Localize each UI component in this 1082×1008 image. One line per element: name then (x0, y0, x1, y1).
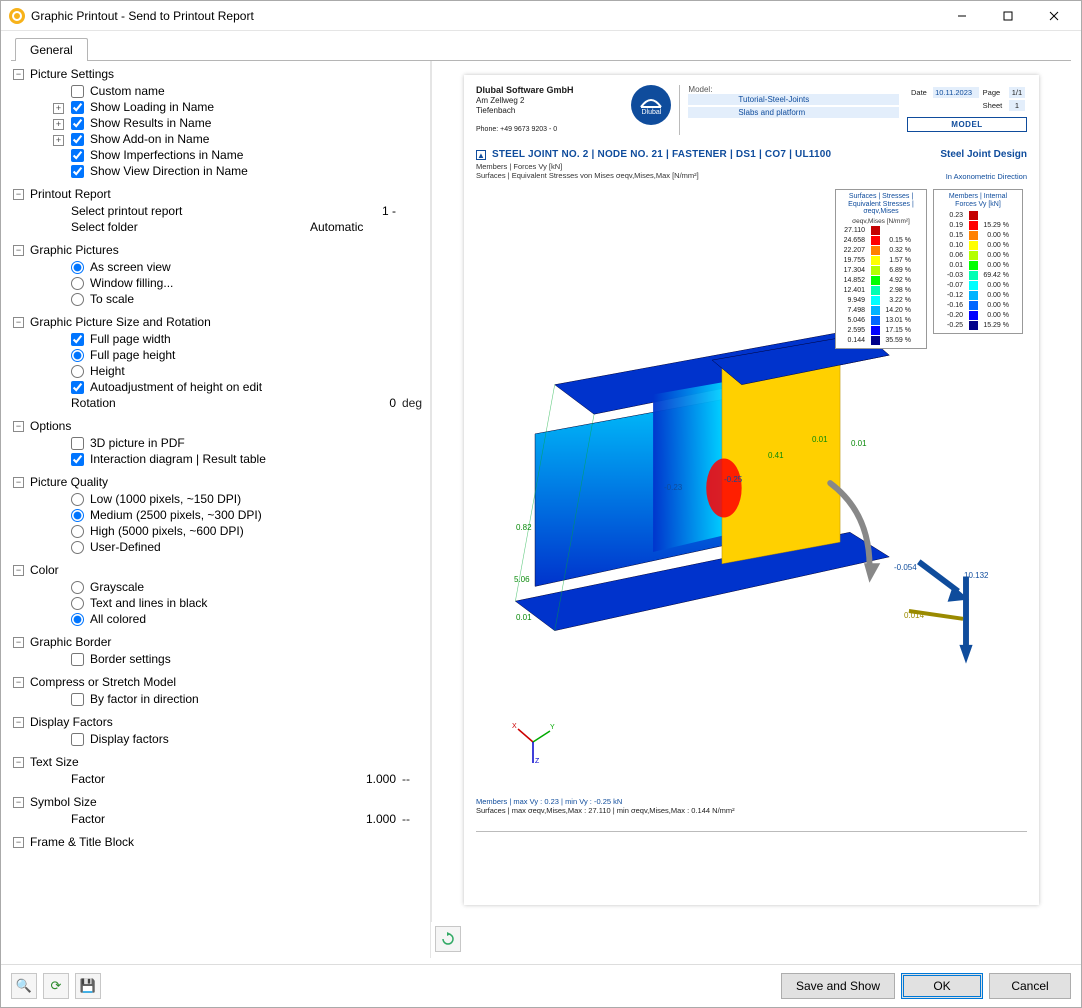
cb-custom-name[interactable] (71, 85, 84, 98)
expander-icon[interactable]: − (13, 189, 24, 200)
section-graphic-pictures: Graphic Pictures (30, 243, 119, 257)
figure: Surfaces | Stresses | Equivalent Stresse… (476, 183, 1027, 793)
rb-medium[interactable] (71, 509, 84, 522)
rb-all-colored[interactable] (71, 613, 84, 626)
expander-icon[interactable]: − (13, 317, 24, 328)
cb-auto-adjust[interactable] (71, 381, 84, 394)
run-button[interactable]: ⟳ (43, 973, 69, 999)
cb-show-view-direction[interactable] (71, 165, 84, 178)
cb-interaction[interactable] (71, 453, 84, 466)
expand-icon[interactable]: + (53, 103, 64, 114)
rb-user[interactable] (71, 541, 84, 554)
tab-general[interactable]: General (15, 38, 88, 61)
company-logo-icon: Dlubal (631, 85, 671, 125)
section-text-size: Text Size (30, 755, 79, 769)
rb-as-screen[interactable] (71, 261, 84, 274)
expander-icon[interactable]: − (13, 477, 24, 488)
rb-to-scale[interactable] (71, 293, 84, 306)
expand-icon[interactable]: + (53, 135, 64, 146)
cb-show-imperfections[interactable] (71, 149, 84, 162)
svg-text:X: X (512, 723, 517, 730)
section-symbol-size: Symbol Size (30, 795, 97, 809)
ok-button[interactable]: OK (901, 973, 983, 999)
refresh-button[interactable] (435, 926, 461, 952)
window-title: Graphic Printout - Send to Printout Repo… (31, 9, 939, 23)
section-size-rotation: Graphic Picture Size and Rotation (30, 315, 211, 329)
svg-text:Z: Z (535, 758, 540, 765)
section-color: Color (30, 563, 59, 577)
cancel-button[interactable]: Cancel (989, 973, 1071, 999)
tab-bar: General (1, 31, 1081, 60)
settings-panel: −Picture Settings Custom name +Show Load… (11, 61, 431, 958)
expander-icon[interactable]: − (13, 677, 24, 688)
minimize-button[interactable] (939, 1, 985, 31)
rb-low[interactable] (71, 493, 84, 506)
collapse-icon: ▲ (476, 150, 486, 160)
expander-icon[interactable]: − (13, 757, 24, 768)
section-display-factors: Display Factors (30, 715, 113, 729)
cb-show-results[interactable] (71, 117, 84, 130)
section-frame: Frame & Title Block (30, 835, 134, 849)
rb-height[interactable] (71, 365, 84, 378)
cb-border-settings[interactable] (71, 653, 84, 666)
close-button[interactable] (1031, 1, 1077, 31)
cb-show-loading[interactable] (71, 101, 84, 114)
cb-by-factor[interactable] (71, 693, 84, 706)
section-picture-quality: Picture Quality (30, 475, 108, 489)
expander-icon[interactable]: − (13, 245, 24, 256)
preview-area: Dlubal Software GmbH Am Zellweg 2 Tiefen… (431, 61, 1071, 922)
section-graphic-border: Graphic Border (30, 635, 111, 649)
expander-icon[interactable]: − (13, 717, 24, 728)
expand-icon[interactable]: + (53, 119, 64, 130)
save-and-show-button[interactable]: Save and Show (781, 973, 895, 999)
cb-full-width[interactable] (71, 333, 84, 346)
footer: 🔍 ⟳ 💾 Save and Show OK Cancel (1, 964, 1081, 1007)
rb-text-lines[interactable] (71, 597, 84, 610)
expander-icon[interactable]: − (13, 637, 24, 648)
app-icon (9, 8, 25, 24)
section-compress: Compress or Stretch Model (30, 675, 176, 689)
titlebar: Graphic Printout - Send to Printout Repo… (1, 1, 1081, 31)
rb-grayscale[interactable] (71, 581, 84, 594)
cb-3d-pdf[interactable] (71, 437, 84, 450)
rb-high[interactable] (71, 525, 84, 538)
save-small-button[interactable]: 💾 (75, 973, 101, 999)
cb-display-factors[interactable] (71, 733, 84, 746)
axes-icon: X Y Z (510, 719, 556, 765)
section-options: Options (30, 419, 71, 433)
rb-full-height[interactable] (71, 349, 84, 362)
preview-page: Dlubal Software GmbH Am Zellweg 2 Tiefen… (464, 75, 1039, 905)
help-button[interactable]: 🔍 (11, 973, 37, 999)
section-printout-report: Printout Report (30, 187, 111, 201)
expander-icon[interactable]: − (13, 69, 24, 80)
maximize-button[interactable] (985, 1, 1031, 31)
rb-window-filling[interactable] (71, 277, 84, 290)
dialog-window: Graphic Printout - Send to Printout Repo… (0, 0, 1082, 1008)
section-picture-settings: Picture Settings (30, 67, 114, 81)
cb-show-addon[interactable] (71, 133, 84, 146)
expander-icon[interactable]: − (13, 565, 24, 576)
svg-text:Y: Y (550, 724, 555, 731)
expander-icon[interactable]: − (13, 421, 24, 432)
expander-icon[interactable]: − (13, 837, 24, 848)
expander-icon[interactable]: − (13, 797, 24, 808)
